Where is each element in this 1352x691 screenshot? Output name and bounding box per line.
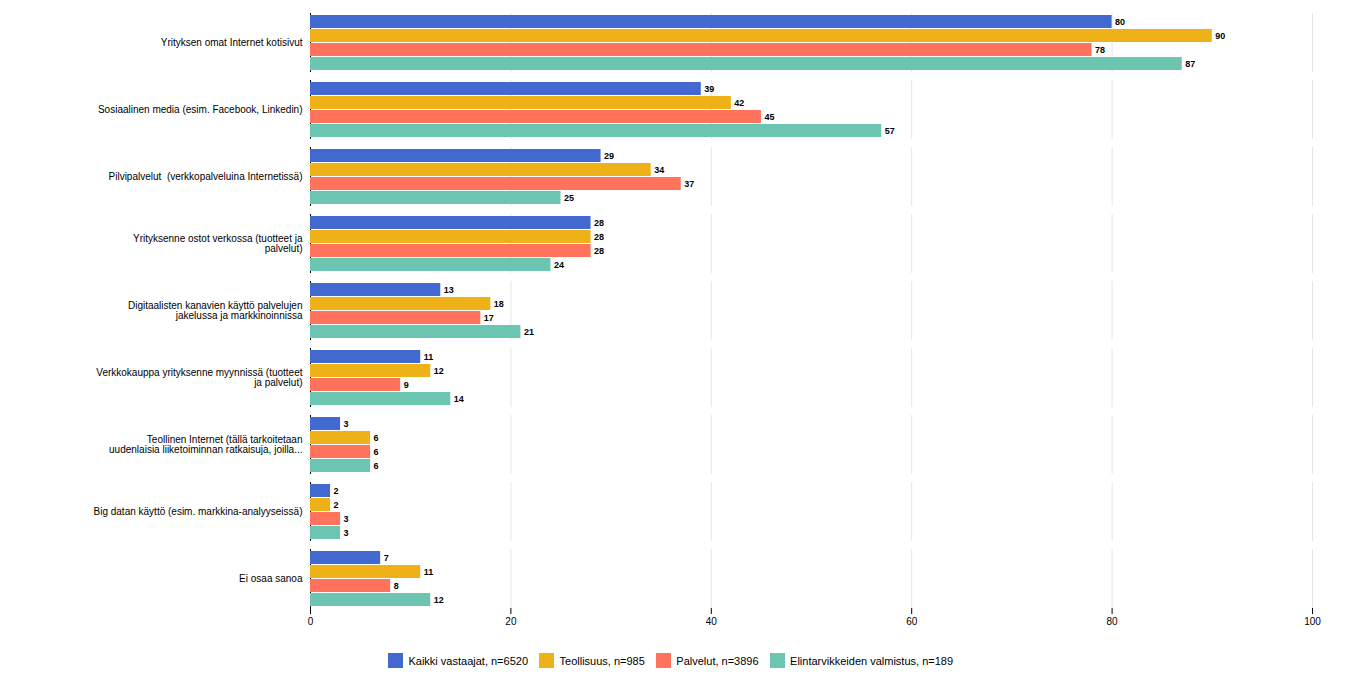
svg-text:Pilvipalvelut (verkkopalvelui: Pilvipalvelut (verkkopalveluina Internet…: [109, 171, 303, 182]
svg-text:60: 60: [906, 616, 918, 627]
svg-text:78: 78: [1095, 45, 1105, 55]
svg-text:80: 80: [1115, 17, 1125, 27]
svg-text:9: 9: [404, 380, 409, 390]
html-text:Palvelut, n=3896: Palvelut, n=3896: [676, 654, 759, 667]
svg-text:3: 3: [344, 528, 349, 538]
svg-text:Big datan käyttö (esim. markki: Big datan käyttö (esim. markkina-analyys…: [94, 506, 303, 517]
svg-text:90: 90: [1215, 31, 1225, 41]
svg-text:29: 29: [604, 151, 614, 161]
html-text:Kaikki vastaajat, n=6520: Kaikki vastaajat, n=6520: [408, 654, 528, 667]
svg-text:18: 18: [494, 299, 504, 309]
svg-text:Sosiaalinen media (esim. Faceb: Sosiaalinen media (esim. Facebook, Linke…: [98, 104, 303, 115]
svg-text:100: 100: [1304, 616, 1321, 627]
svg-text:11: 11: [424, 352, 434, 362]
svg-text:6: 6: [374, 447, 379, 457]
svg-text:Verkkokauppa yrityksenne myynn: Verkkokauppa yrityksenne myynnissä (tuot…: [96, 367, 302, 388]
svg-text:28: 28: [594, 232, 604, 242]
svg-text:Yrityksenne ostot verkossa (tu: Yrityksenne ostot verkossa (tuotteet jap…: [133, 233, 303, 254]
svg-text:24: 24: [554, 260, 564, 270]
svg-text:13: 13: [444, 285, 454, 295]
svg-text:3: 3: [344, 514, 349, 524]
svg-text:21: 21: [524, 327, 534, 337]
svg-text:20: 20: [505, 616, 517, 627]
svg-text:Yrityksen omat Internet kotisi: Yrityksen omat Internet kotisivut: [161, 37, 303, 48]
svg-text:Ei osaa sanoa: Ei osaa sanoa: [239, 573, 303, 584]
svg-text:6: 6: [374, 433, 379, 443]
svg-text:34: 34: [654, 165, 664, 175]
svg-text:Digitaalisten kanavien käyttö: Digitaalisten kanavien käyttö palvelujen…: [128, 300, 303, 321]
svg-text:87: 87: [1185, 59, 1195, 69]
svg-text:11: 11: [424, 567, 434, 577]
svg-text:Teollinen Internet (tällä tark: Teollinen Internet (tällä tarkoitetaanuu…: [109, 434, 302, 455]
svg-text:25: 25: [564, 193, 574, 203]
svg-text:0: 0: [308, 616, 314, 627]
svg-text:80: 80: [1107, 616, 1119, 627]
html-text:Teollisuus, n=985: Teollisuus, n=985: [559, 654, 645, 667]
svg-text:37: 37: [684, 179, 694, 189]
svg-text:28: 28: [594, 218, 604, 228]
svg-text:6: 6: [374, 461, 379, 471]
svg-text:8: 8: [394, 581, 399, 591]
html-text:Elintarvikkeiden valmistus, n=: Elintarvikkeiden valmistus, n=189: [790, 654, 953, 667]
svg-text:2: 2: [334, 500, 339, 510]
svg-text:12: 12: [434, 366, 444, 376]
svg-text:57: 57: [885, 126, 895, 136]
svg-text:14: 14: [454, 394, 464, 404]
svg-text:17: 17: [484, 313, 494, 323]
svg-text:28: 28: [594, 246, 604, 256]
svg-text:42: 42: [734, 98, 744, 108]
svg-text:3: 3: [344, 419, 349, 429]
svg-text:39: 39: [704, 84, 714, 94]
svg-text:12: 12: [434, 595, 444, 605]
svg-text:40: 40: [706, 616, 718, 627]
svg-text:7: 7: [384, 553, 389, 563]
svg-text:45: 45: [764, 112, 774, 122]
svg-text:2: 2: [334, 486, 339, 496]
